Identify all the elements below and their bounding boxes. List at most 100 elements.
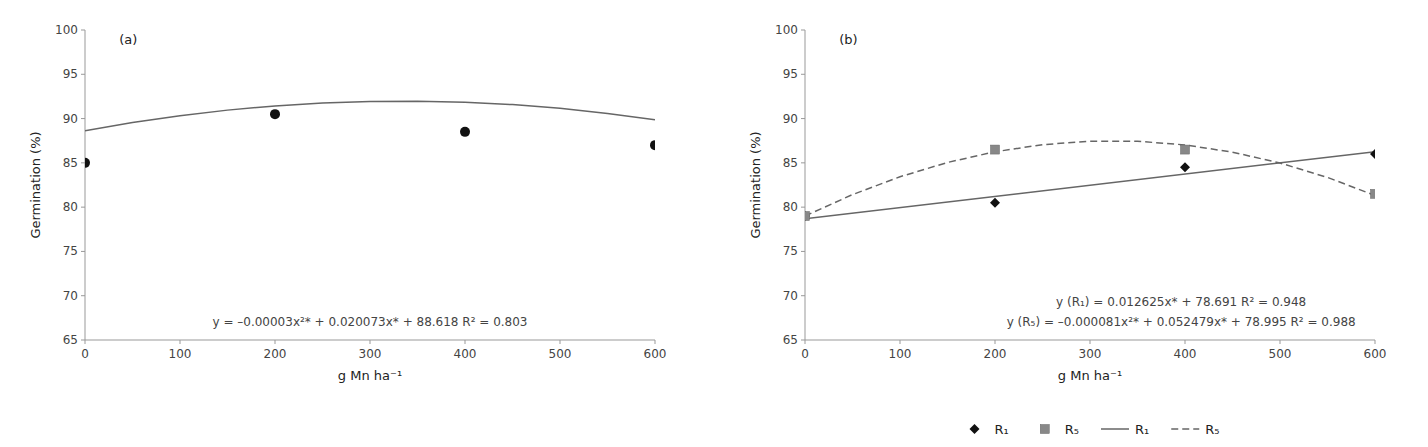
x-axis-label: g Mn ha⁻¹ (338, 368, 402, 383)
point (1181, 145, 1190, 154)
y-tick (801, 162, 805, 163)
x-tick (995, 340, 996, 344)
panel: 657075808590951000100200300400500600g Mn… (28, 23, 666, 383)
y-tick-label: 85 (63, 156, 78, 170)
equation: y (R₁) = 0.012625x* + 78.691 R² = 0.948 (1056, 295, 1306, 309)
legend-label: R₁ (995, 422, 1009, 437)
y-tick-label: 80 (63, 200, 78, 214)
plot-area (805, 141, 1375, 221)
plot-area (85, 101, 655, 168)
point (991, 145, 1000, 154)
y-axis-line (85, 30, 86, 340)
x-tick (1280, 340, 1281, 344)
point (1180, 162, 1190, 172)
y-tick (801, 340, 805, 341)
x-tick (900, 340, 901, 344)
x-tick-label: 100 (889, 347, 912, 361)
point (990, 198, 1000, 208)
y-axis-label: Germination (%) (748, 131, 763, 238)
fit-line (805, 152, 1375, 219)
x-tick (560, 340, 561, 344)
x-tick (1090, 340, 1091, 344)
y-tick (801, 118, 805, 119)
y-tick-label: 95 (783, 67, 798, 81)
y-tick-label: 70 (63, 289, 78, 303)
y-tick (801, 295, 805, 296)
legend-swatch (1040, 425, 1049, 434)
legend: R₁ R₅ R₁ R₅ (970, 422, 1220, 437)
x-axis-label: g Mn ha⁻¹ (1058, 368, 1122, 383)
x-tick (180, 340, 181, 344)
legend-item: R₁ (1101, 422, 1149, 437)
point (270, 109, 280, 119)
y-tick (801, 207, 805, 208)
point (805, 211, 810, 221)
x-tick-label: 500 (549, 347, 572, 361)
equation: y (R₅) = –0.000081x²* + 0.052479x* + 78.… (1007, 315, 1356, 329)
legend-label: R₅ (1205, 422, 1219, 437)
y-tick-label: 80 (783, 200, 798, 214)
y-tick (81, 207, 85, 208)
y-tick (81, 30, 85, 31)
y-tick-label: 85 (783, 156, 798, 170)
legend-swatch (1171, 428, 1199, 430)
y-tick-label: 75 (63, 244, 78, 258)
y-tick (81, 251, 85, 252)
y-tick (801, 30, 805, 31)
x-tick (805, 340, 806, 344)
x-tick (655, 340, 656, 344)
point (85, 158, 90, 168)
x-tick-label: 0 (801, 347, 809, 361)
x-tick (1185, 340, 1186, 344)
y-tick-label: 65 (63, 333, 78, 347)
legend-item: R₁ (970, 422, 1009, 437)
panel-label: (a) (119, 32, 137, 47)
y-tick (81, 162, 85, 163)
x-tick-label: 300 (1079, 347, 1102, 361)
x-tick-label: 0 (81, 347, 89, 361)
x-tick-label: 200 (984, 347, 1007, 361)
x-tick-label: 400 (1174, 347, 1197, 361)
x-tick (465, 340, 466, 344)
y-tick (801, 74, 805, 75)
point (1371, 189, 1376, 198)
y-tick-label: 100 (775, 23, 798, 37)
y-tick-label: 75 (783, 244, 798, 258)
y-tick (801, 251, 805, 252)
x-tick (1375, 340, 1376, 344)
y-tick-label: 65 (783, 333, 798, 347)
y-tick (81, 340, 85, 341)
x-tick-label: 400 (454, 347, 477, 361)
x-tick-label: 200 (264, 347, 287, 361)
y-tick-label: 90 (783, 112, 798, 126)
y-tick-label: 100 (55, 23, 78, 37)
figure: 65 70 75 80 85 90 95 100 0 100 200 300 400 500 600 g Mn… (0, 0, 1428, 447)
x-tick-label: 100 (169, 347, 192, 361)
legend-item: R₅ (1040, 422, 1079, 437)
legend-item: R₅ (1171, 422, 1219, 437)
equation: y = –0.00003x²* + 0.020073x* + 88.618 R²… (212, 315, 527, 329)
y-tick (81, 74, 85, 75)
panel-label: (b) (839, 32, 857, 47)
y-tick-label: 70 (783, 289, 798, 303)
fit-line (805, 141, 1375, 216)
legend-label: R₁ (1135, 422, 1149, 437)
x-tick-label: 600 (1364, 347, 1387, 361)
x-tick (275, 340, 276, 344)
y-tick-label: 95 (63, 67, 78, 81)
point (805, 212, 810, 221)
legend-swatch (1101, 428, 1129, 430)
legend-swatch (970, 424, 980, 434)
y-axis-label: Germination (%) (28, 131, 43, 238)
fit-line (85, 101, 655, 131)
point (460, 127, 470, 137)
x-tick-label: 600 (644, 347, 667, 361)
x-tick (370, 340, 371, 344)
point (650, 140, 655, 150)
x-tick-label: 500 (1269, 347, 1292, 361)
panel: 65 70 75 80 85 90 95 100 0 100 200 300 400 500 600 g Mn… (748, 23, 1386, 437)
x-tick-label: 300 (359, 347, 382, 361)
x-tick (85, 340, 86, 344)
y-tick (81, 118, 85, 119)
point (1370, 149, 1375, 159)
